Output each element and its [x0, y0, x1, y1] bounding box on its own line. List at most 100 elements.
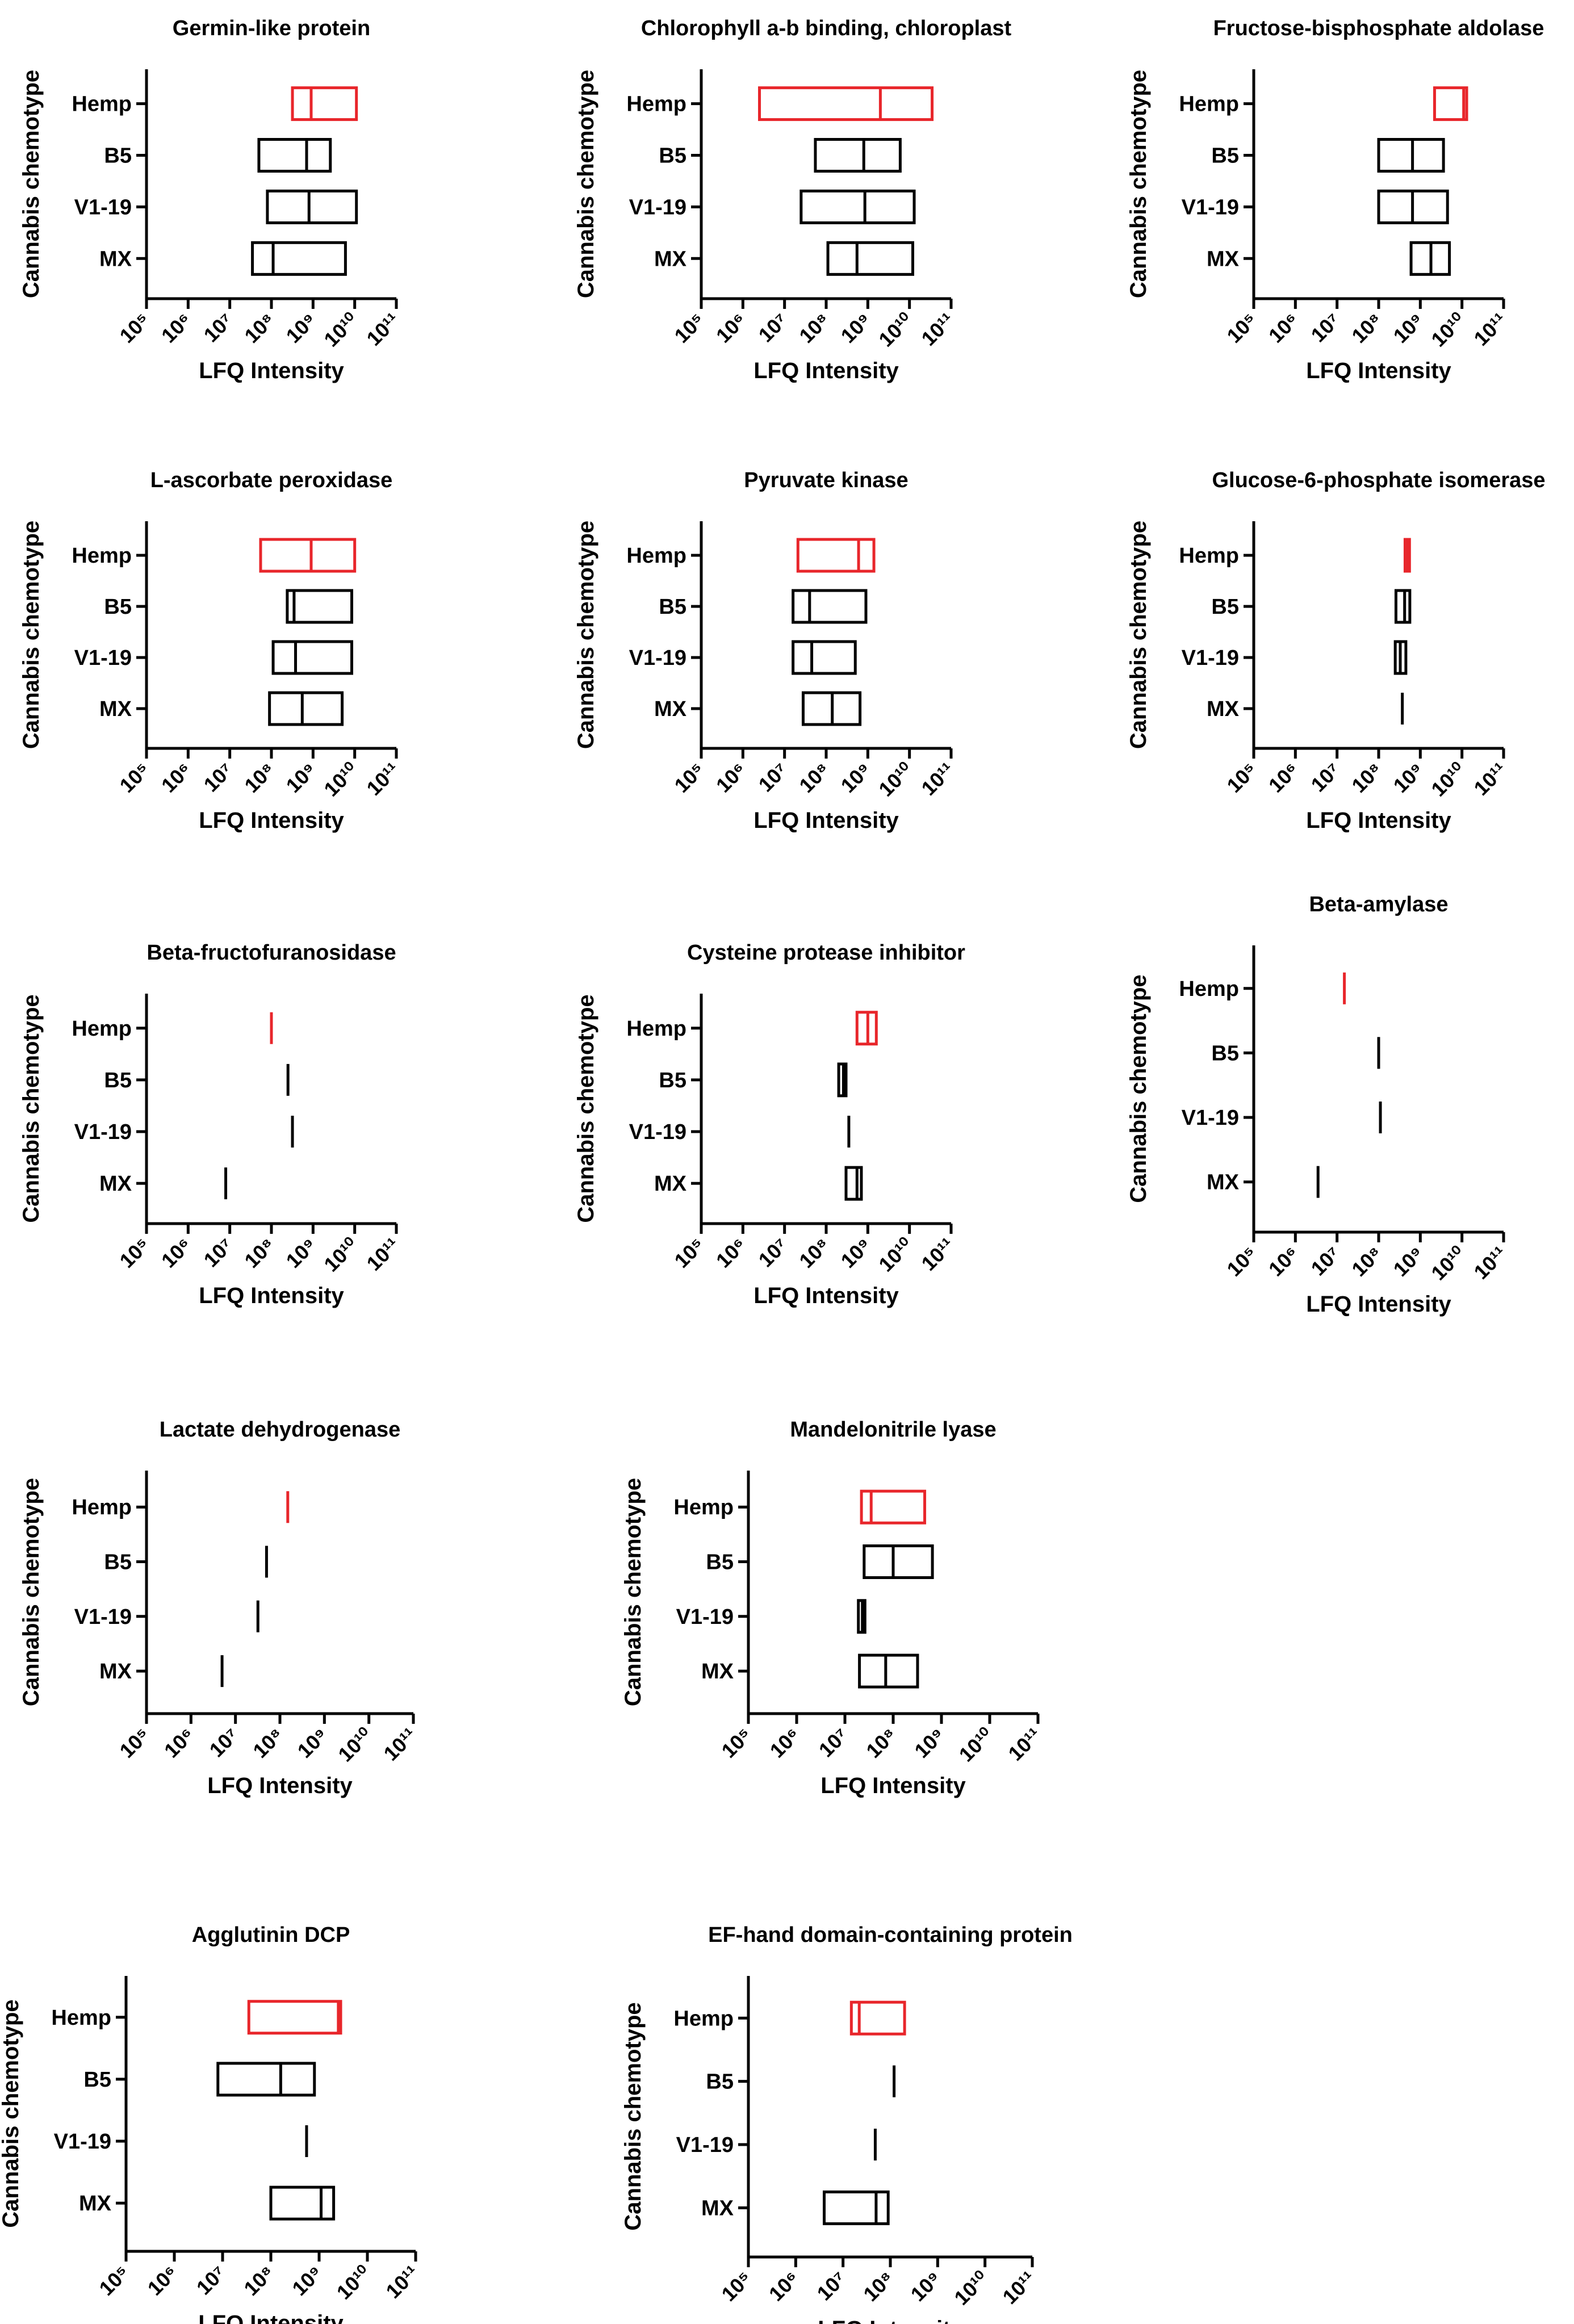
x-tick-label: 10⁷	[1307, 758, 1345, 797]
x-tick-label: 10¹¹	[362, 1233, 404, 1275]
x-tick-label: 10⁷	[205, 1723, 244, 1762]
y-tick-label: MX	[654, 697, 687, 721]
box-mark-v1-19	[792, 640, 857, 675]
chart-title: Lactate dehydrogenase	[160, 1418, 400, 1442]
x-tick-label: 10⁹	[282, 758, 321, 797]
y-tick-label: MX	[99, 247, 132, 271]
x-tick-label: 10⁷	[1307, 308, 1345, 347]
x-tick-label: 10⁹	[282, 308, 321, 347]
x-tick-label: 10⁸	[240, 308, 279, 347]
x-tick-label: 10⁶	[157, 308, 196, 347]
x-tick-label: 10¹⁰	[955, 1723, 998, 1766]
x-tick-label: 10¹⁰	[1426, 308, 1470, 351]
y-tick-label: V1-19	[1182, 1106, 1239, 1130]
x-tick-label: 10⁸	[1347, 308, 1386, 347]
x-tick-label: 10¹¹	[916, 758, 958, 800]
x-tick-label: 10⁹	[836, 1233, 876, 1272]
y-axis-label: Cannabis chemotype	[573, 70, 598, 298]
y-tick-label: Hemp	[72, 1017, 132, 1041]
x-tick-label: 10¹⁰	[874, 308, 917, 351]
box-mark-mx	[858, 1653, 919, 1689]
x-tick-label: 10¹⁰	[949, 2267, 993, 2310]
y-tick-label: B5	[659, 595, 686, 619]
chart-panel: Beta-amylase Hemp B5 V1-19 MX 10⁵ 10⁶ 10⁷ 10⁸ 10⁹…	[1126, 893, 1512, 1317]
x-tick-label: 10⁶	[711, 308, 751, 347]
box-mark-b5	[257, 138, 332, 173]
x-tick-label: 10¹⁰	[874, 1233, 917, 1276]
y-axis-label: Cannabis chemotype	[1126, 974, 1151, 1203]
y-tick-label: V1-19	[629, 646, 686, 670]
x-tick-label: 10⁶	[765, 1723, 805, 1762]
x-tick-label: 10⁵	[717, 2267, 756, 2306]
chart-panel: Lactate dehydrogenase Hemp B5 V1-19 MX 10⁵ 10⁶…	[19, 1418, 421, 1798]
y-tick-label: B5	[104, 595, 132, 619]
y-axis-label: Cannabis chemotype	[573, 521, 598, 749]
x-tick-label: 10¹⁰	[1426, 1242, 1470, 1285]
x-tick-label: 10⁸	[1347, 1242, 1386, 1281]
y-tick-label: B5	[659, 1069, 686, 1092]
x-axis-label: LFQ Intensity	[199, 1283, 344, 1308]
x-tick-label: 10⁹	[293, 1723, 332, 1762]
x-tick-label: 10⁵	[115, 1233, 154, 1272]
x-axis-label: LFQ Intensity	[753, 1283, 899, 1308]
x-tick-label: 10⁶	[157, 758, 196, 797]
chart-panel: EF-hand domain-containing protein Hemp B5 V…	[621, 1923, 1073, 2324]
x-tick-label: 10¹¹	[1469, 758, 1511, 800]
chart-title: L-ascorbate peroxidase	[150, 468, 393, 492]
x-tick-label: 10¹⁰	[319, 308, 362, 351]
y-tick-label: Hemp	[673, 1496, 734, 1519]
y-tick-label: V1-19	[74, 646, 132, 670]
x-tick-label: 10¹¹	[916, 308, 958, 350]
chart-title: Agglutinin DCP	[192, 1923, 350, 1947]
x-tick-label: 10⁵	[717, 1723, 756, 1762]
x-tick-label: 10⁹	[1389, 758, 1428, 797]
x-tick-label: 10⁸	[794, 758, 834, 797]
box-mark-hemp	[860, 1489, 927, 1525]
y-tick-label: MX	[1207, 1171, 1240, 1195]
chart-title: Beta-fructofuranosidase	[146, 941, 396, 965]
y-tick-label: B5	[104, 1069, 132, 1092]
x-tick-label: 10⁵	[1222, 758, 1261, 797]
x-tick-label: 10¹⁰	[1426, 758, 1470, 801]
y-tick-label: V1-19	[54, 2130, 111, 2154]
y-tick-label: V1-19	[629, 1120, 686, 1144]
chart-title: Mandelonitrile lyase	[790, 1418, 996, 1442]
y-tick-label: B5	[83, 2068, 111, 2092]
y-tick-label: Hemp	[626, 1017, 686, 1041]
x-tick-label: 10⁷	[813, 2267, 851, 2305]
x-tick-label: 10¹¹	[362, 308, 404, 350]
y-tick-label: V1-19	[1182, 195, 1239, 219]
x-tick-label: 10⁷	[754, 1233, 793, 1272]
y-tick-label: V1-19	[1182, 646, 1239, 670]
y-axis-label: Cannabis chemotype	[19, 1478, 44, 1706]
chart-title: Germin-like protein	[173, 16, 370, 40]
x-tick-label: 10¹¹	[998, 2267, 1040, 2309]
y-tick-label: MX	[99, 1172, 132, 1196]
x-tick-label: 10⁸	[794, 1233, 834, 1272]
y-tick-label: B5	[1211, 595, 1239, 619]
y-tick-label: B5	[104, 144, 132, 168]
x-tick-label: 10⁷	[754, 758, 793, 797]
box-mark-hemp	[1433, 86, 1468, 122]
box-mark-mx	[269, 2185, 336, 2221]
y-tick-label: V1-19	[74, 1605, 132, 1629]
y-tick-label: V1-19	[74, 195, 132, 219]
x-tick-label: 10¹¹	[362, 758, 404, 800]
x-tick-label: 10¹¹	[1469, 1242, 1511, 1284]
x-tick-label: 10⁸	[239, 2261, 278, 2300]
y-axis-label: Cannabis chemotype	[1126, 521, 1151, 749]
x-tick-label: 10¹⁰	[319, 1233, 362, 1276]
y-tick-label: V1-19	[629, 195, 686, 219]
box-mark-b5	[792, 589, 868, 624]
y-tick-label: V1-19	[676, 2133, 734, 2157]
x-tick-label: 10⁹	[836, 758, 876, 797]
x-tick-label: 10⁵	[669, 1233, 709, 1272]
x-axis-label: LFQ Intensity	[818, 2317, 963, 2324]
x-tick-label: 10¹¹	[916, 1233, 958, 1275]
y-axis-label: Cannabis chemotype	[0, 1999, 23, 2227]
x-tick-label: 10⁵	[1222, 1242, 1261, 1281]
y-tick-label: MX	[1207, 697, 1240, 721]
